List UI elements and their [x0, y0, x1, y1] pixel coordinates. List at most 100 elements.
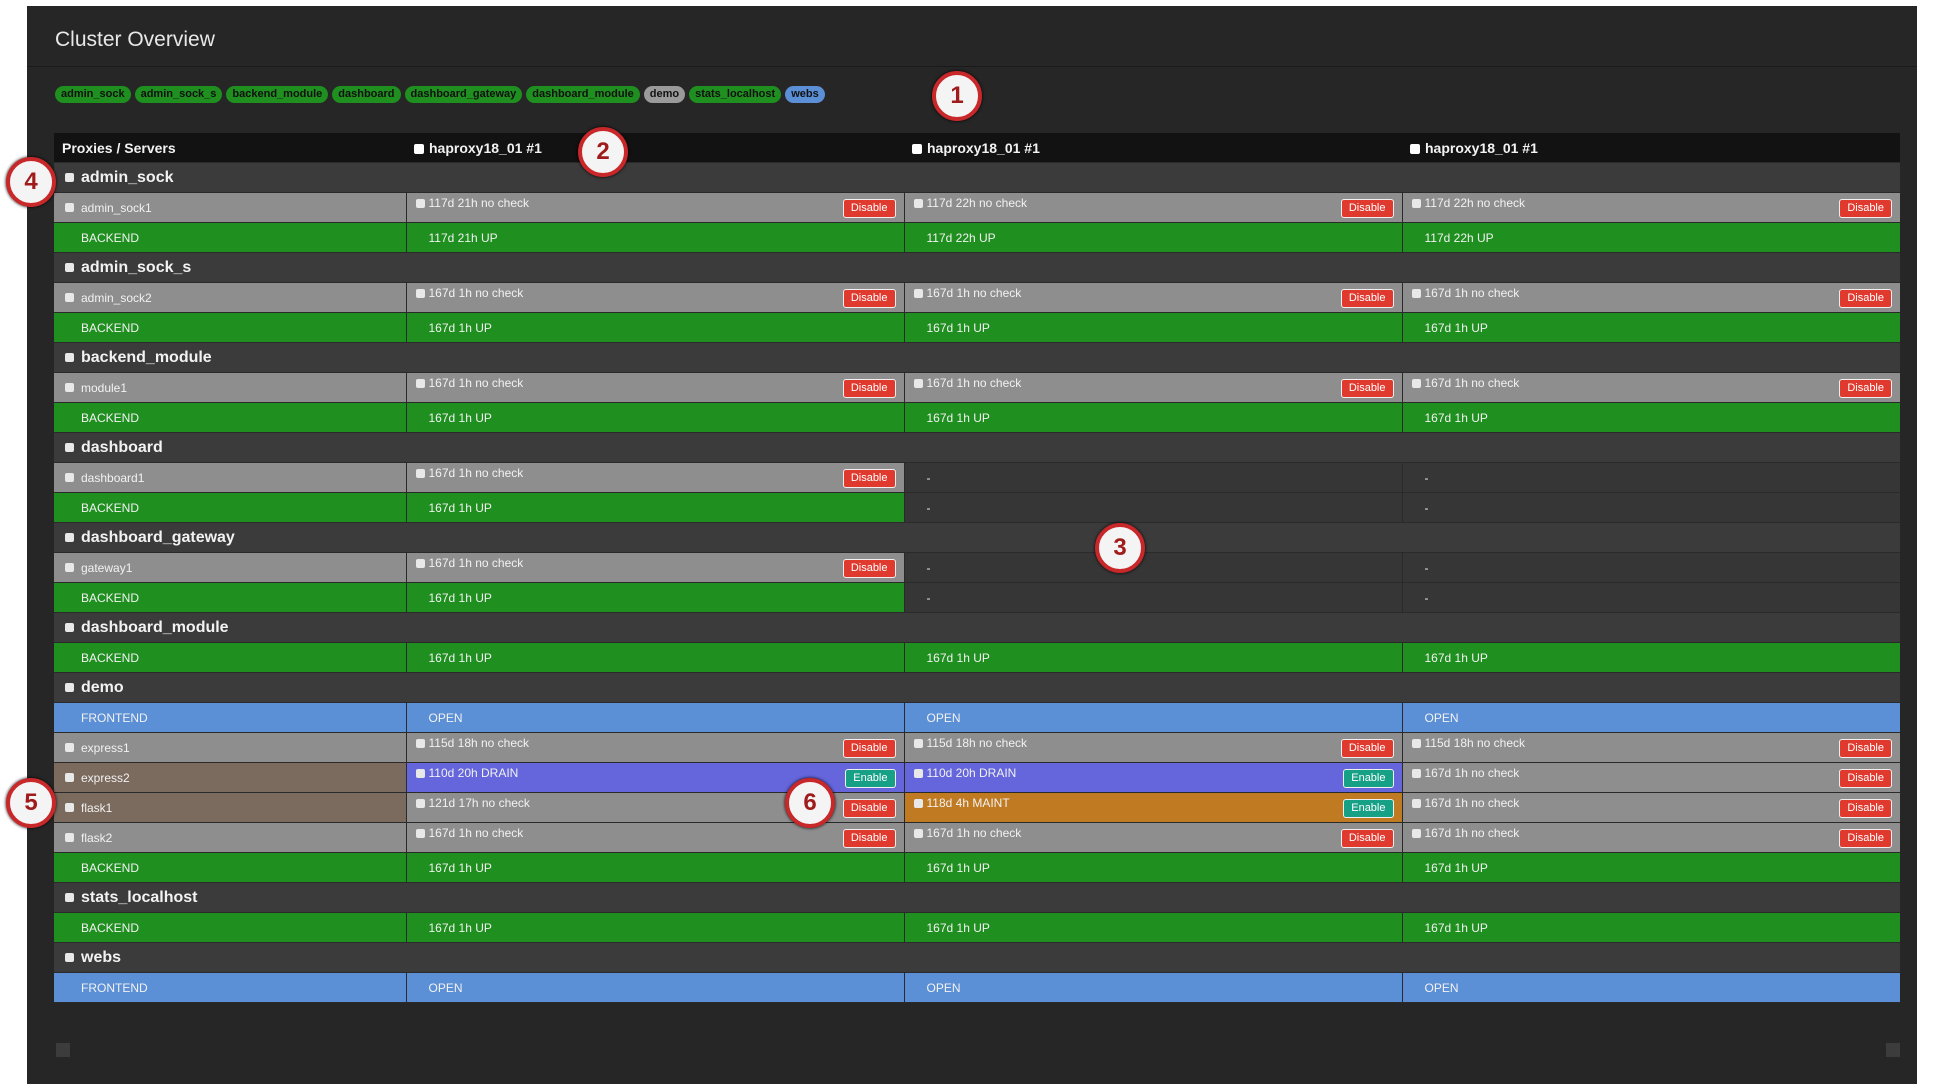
group-label: webs	[81, 948, 122, 966]
action-button[interactable]: Disable	[1340, 739, 1394, 758]
group-checkbox[interactable]	[65, 533, 74, 542]
proxy-tag[interactable]: admin_sock	[55, 86, 131, 103]
status-cell: 167d 1h no check Disable	[903, 282, 1402, 313]
action-button[interactable]: Disable	[1340, 289, 1394, 308]
row-checkbox[interactable]	[65, 473, 74, 482]
cell-checkbox[interactable]	[1411, 799, 1421, 808]
action-button[interactable]: Disable	[1839, 769, 1892, 788]
cell-checkbox[interactable]	[415, 379, 425, 388]
cell-checkbox[interactable]	[913, 769, 923, 778]
cell-checkbox[interactable]	[415, 199, 425, 208]
cell-checkbox[interactable]	[1411, 199, 1421, 208]
action-button[interactable]: Disable	[1340, 199, 1394, 218]
header-row: Proxies / Servers haproxy18_01 #1 haproxy1…	[54, 133, 1900, 163]
row-label-text: BACKEND	[81, 320, 140, 335]
status-cell: 167d 1h no check Disable	[903, 822, 1402, 853]
cell-checkbox[interactable]	[415, 829, 425, 838]
cell-checkbox[interactable]	[1411, 379, 1421, 388]
cell-checkbox[interactable]	[1411, 739, 1421, 748]
proxy-tag[interactable]: backend_module	[226, 86, 329, 103]
cell-checkbox[interactable]	[415, 739, 425, 748]
cell-checkbox[interactable]	[415, 769, 425, 778]
data-row: BACKEND 167d 1h UP 167d 1h UP 167d 1h UP	[54, 402, 1900, 433]
group-checkbox[interactable]	[65, 353, 74, 362]
proxy-tag[interactable]: dashboard	[332, 86, 401, 103]
row-checkbox[interactable]	[65, 383, 74, 392]
action-button[interactable]: Disable	[842, 559, 896, 578]
action-button[interactable]: Disable	[842, 379, 896, 398]
row-checkbox[interactable]	[65, 833, 74, 842]
group-label: backend_module	[81, 348, 212, 366]
action-button[interactable]: Disable	[1340, 379, 1394, 398]
action-button[interactable]: Disable	[1839, 829, 1892, 848]
row-checkbox[interactable]	[65, 773, 74, 782]
status-text: 117d 21h no check	[428, 195, 530, 210]
group-checkbox[interactable]	[65, 953, 74, 962]
group-checkbox[interactable]	[65, 263, 74, 272]
group-checkbox[interactable]	[65, 893, 74, 902]
status-text: 117d 22h UP	[1424, 230, 1494, 245]
panel-title: Cluster Overview	[55, 28, 215, 51]
status-text: 110d 20h DRAIN	[926, 765, 1017, 780]
group-name: admin_sock	[54, 162, 1900, 193]
group-checkbox[interactable]	[65, 443, 74, 452]
cell-checkbox[interactable]	[913, 739, 923, 748]
proxy-tag[interactable]: dashboard_module	[526, 86, 640, 103]
status-text: 167d 1h UP	[1424, 920, 1488, 935]
group-checkbox[interactable]	[65, 623, 74, 632]
cell-checkbox[interactable]	[415, 469, 425, 478]
action-button[interactable]: Enable	[845, 769, 896, 788]
row-label: BACKEND	[54, 852, 406, 883]
scroll-left[interactable]	[56, 1043, 70, 1057]
data-row: BACKEND 167d 1h UP 167d 1h UP 167d 1h UP	[54, 312, 1900, 343]
status-text: OPEN	[926, 710, 961, 725]
cell-checkbox[interactable]	[415, 799, 425, 808]
row-checkbox[interactable]	[65, 203, 74, 212]
header-checkbox[interactable]	[414, 143, 424, 154]
cell-checkbox[interactable]	[1411, 829, 1421, 838]
action-button[interactable]: Disable	[842, 799, 896, 818]
action-button[interactable]: Disable	[1839, 799, 1892, 818]
group-name: demo	[54, 672, 1900, 703]
proxy-tag[interactable]: demo	[643, 86, 686, 103]
scroll-right[interactable]	[1886, 1043, 1900, 1057]
row-checkbox[interactable]	[65, 743, 74, 752]
cell-checkbox[interactable]	[1411, 289, 1421, 298]
action-button[interactable]: Disable	[842, 289, 896, 308]
cell-checkbox[interactable]	[913, 829, 923, 838]
group-checkbox[interactable]	[65, 683, 74, 692]
action-button[interactable]: Disable	[842, 199, 896, 218]
action-button[interactable]: Disable	[1839, 199, 1892, 218]
action-button[interactable]: Disable	[1340, 829, 1394, 848]
action-button[interactable]: Enable	[1343, 769, 1394, 788]
action-button[interactable]: Disable	[842, 739, 896, 758]
cell-checkbox[interactable]	[1411, 769, 1421, 778]
cell-checkbox[interactable]	[913, 799, 923, 808]
row-checkbox[interactable]	[65, 293, 74, 302]
action-button[interactable]: Disable	[842, 829, 896, 848]
action-button[interactable]: Disable	[1839, 379, 1892, 398]
row-checkbox[interactable]	[65, 803, 74, 812]
action-button[interactable]: Disable	[1839, 289, 1892, 308]
action-button[interactable]: Enable	[1343, 799, 1394, 818]
data-row: admin_sock1 117d 21h no check Disable 117d …	[54, 192, 1900, 223]
cell-checkbox[interactable]	[415, 289, 425, 298]
proxy-tag[interactable]: dashboard_gateway	[404, 86, 523, 103]
cell-checkbox[interactable]	[913, 379, 923, 388]
header-checkbox[interactable]	[912, 143, 922, 154]
row-checkbox[interactable]	[65, 563, 74, 572]
proxy-tag[interactable]: webs	[785, 86, 825, 103]
cell-checkbox[interactable]	[415, 559, 425, 568]
action-button[interactable]: Disable	[1839, 739, 1892, 758]
status-text: 115d 18h no check	[428, 735, 530, 750]
cell-checkbox[interactable]	[913, 289, 923, 298]
cell-checkbox[interactable]	[913, 199, 923, 208]
proxy-tag[interactable]: admin_sock_s	[134, 86, 223, 103]
header-checkbox[interactable]	[1410, 143, 1420, 154]
status-text: 117d 22h no check	[1424, 195, 1526, 210]
server-header: haproxy18_01 #1	[406, 133, 904, 163]
proxy-tag[interactable]: stats_localhost	[689, 86, 782, 103]
action-button[interactable]: Disable	[842, 469, 896, 488]
row-label-text: BACKEND	[81, 590, 140, 605]
group-checkbox[interactable]	[65, 173, 74, 182]
